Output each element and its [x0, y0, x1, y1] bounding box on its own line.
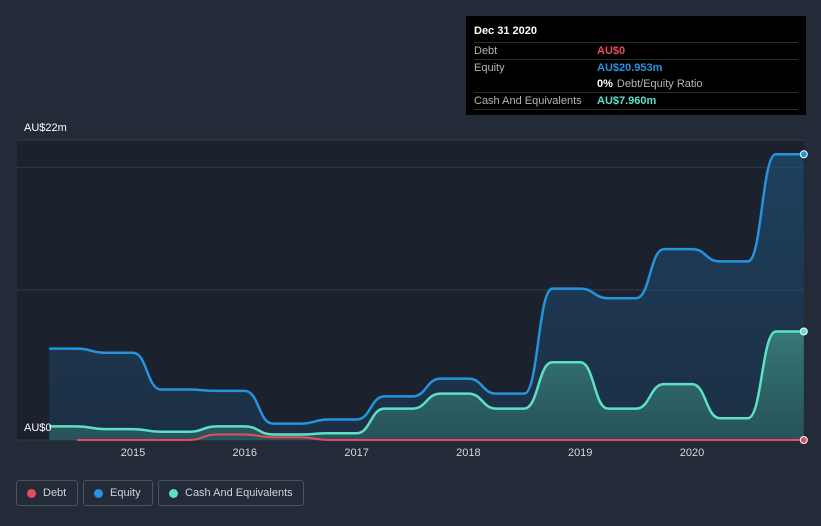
tooltip-cash-row: Cash And Equivalents AU$7.960m [474, 92, 798, 110]
legend-cash-dot [169, 488, 178, 498]
tooltip-ratio-label: Debt/Equity Ratio [616, 78, 703, 90]
tooltip-equity-row: Equity AU$20.953m [474, 59, 798, 76]
legend-equity-dot [94, 488, 103, 498]
data-tooltip: Dec 31 2020 Debt AU$0 Equity AU$20.953m … [466, 16, 806, 115]
cash-and-equivalents-line [49, 330, 804, 436]
legend-cash-label: Cash And Equivalents [185, 487, 293, 499]
equity-endpoint[interactable] [799, 150, 808, 159]
x-tick-label: 2020 [679, 447, 705, 459]
legend-cash[interactable]: Cash And Equivalents [158, 480, 304, 506]
x-tick-label: 2019 [567, 447, 593, 459]
legend-debt-label: Debt [43, 487, 67, 499]
tooltip-date: Dec 31 2020 [474, 25, 537, 37]
legend-debt[interactable]: Debt [16, 480, 78, 506]
equity-area [49, 154, 804, 440]
series-areas [49, 154, 804, 440]
cash-and-equivalents-endpoint[interactable] [799, 327, 808, 336]
series-lines [49, 153, 804, 441]
y-axis-max-label: AU$22m [24, 122, 67, 134]
tooltip-debt-row: Debt AU$0 [474, 42, 798, 59]
legend-equity[interactable]: Equity [83, 480, 153, 506]
legend-debt-dot [27, 488, 36, 498]
series-endpoints [799, 150, 808, 444]
tooltip-ratio-value: 0% [597, 78, 613, 90]
tooltip-cash-value: AU$7.960m [597, 95, 657, 107]
tooltip-equity-label: Equity [474, 62, 505, 74]
tooltip-debt-value: AU$0 [597, 45, 626, 57]
debt-endpoint[interactable] [799, 436, 808, 444]
x-tick-label: 2017 [344, 447, 369, 459]
y-axis-min-label: AU$0 [24, 422, 52, 434]
legend-equity-label: Equity [110, 487, 141, 499]
x-tick-label: 2016 [232, 447, 258, 459]
tooltip-equity-value: AU$20.953m [597, 62, 663, 74]
tooltip-cash-label: Cash And Equivalents [474, 95, 582, 107]
debt-line [77, 433, 804, 441]
x-tick-label: 2018 [456, 447, 481, 459]
x-tick-label: 2015 [120, 447, 146, 459]
cash-and-equivalents-area [49, 331, 804, 440]
equity-line [49, 153, 804, 425]
tooltip-ratio-row: 0% Debt/Equity Ratio [474, 76, 798, 92]
tooltip-debt-label: Debt [474, 45, 498, 57]
